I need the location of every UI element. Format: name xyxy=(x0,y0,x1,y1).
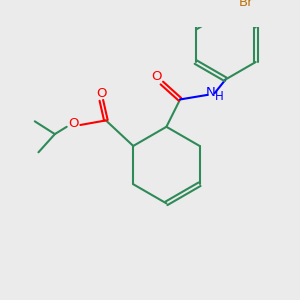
Text: H: H xyxy=(215,90,224,103)
Text: N: N xyxy=(205,86,215,99)
Text: Br: Br xyxy=(238,0,253,9)
Text: O: O xyxy=(96,87,106,100)
Text: O: O xyxy=(151,70,162,83)
Text: O: O xyxy=(68,117,78,130)
